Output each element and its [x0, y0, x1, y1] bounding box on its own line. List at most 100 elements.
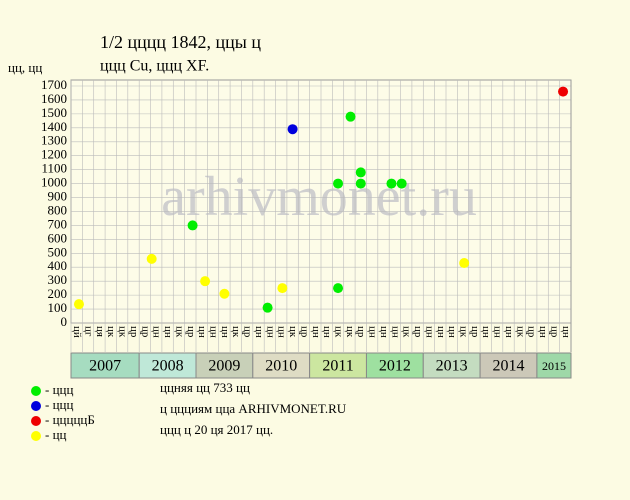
y-tick-label: 1500	[41, 105, 67, 120]
column-label: цк	[117, 326, 129, 338]
y-tick-label: 800	[48, 202, 68, 217]
column-label: цк	[401, 326, 413, 338]
data-point	[355, 178, 366, 189]
year-band	[195, 352, 254, 379]
year-band	[479, 352, 538, 379]
column-label: цн	[219, 326, 231, 338]
data-point	[73, 299, 84, 310]
column-label: цн	[151, 326, 163, 338]
year-label: 2014	[493, 358, 525, 375]
year-band	[536, 352, 572, 379]
column-label: цр	[139, 326, 151, 338]
y-tick-label: 600	[48, 230, 68, 245]
data-point	[146, 253, 157, 264]
y-tick-label: 500	[48, 244, 68, 259]
y-tick-label: 1000	[41, 175, 67, 190]
column-label: цр	[128, 326, 140, 338]
year-label: 2008	[152, 358, 184, 375]
data-point	[219, 288, 230, 299]
column-label: цн	[162, 326, 174, 338]
year-label: 2009	[208, 358, 240, 375]
legend-label: - ццц	[45, 382, 73, 397]
data-point	[386, 178, 397, 189]
note: ццц ц 20 ця 2017 цц.	[160, 422, 273, 437]
y-tick-label: 900	[48, 189, 68, 204]
y-tick-label: 100	[48, 300, 68, 315]
chart-subtitle: ццц Cu, ццц XF.	[100, 58, 209, 75]
y-tick-label: 1200	[41, 147, 67, 162]
column-label: цк	[333, 326, 345, 338]
data-point	[333, 283, 344, 294]
column-label: цн	[423, 326, 435, 338]
legend-label: - ццц	[45, 397, 73, 412]
column-label: цн	[264, 326, 276, 338]
data-point	[355, 167, 366, 178]
data-point	[558, 86, 569, 97]
column-label: цн	[435, 326, 447, 338]
legend-label: - цццццБ	[45, 412, 95, 427]
y-tick-label: 1300	[41, 133, 67, 148]
y-tick-label: 1100	[41, 161, 67, 176]
column-label: цн	[480, 326, 492, 338]
data-point	[459, 258, 470, 269]
column-label: цк	[514, 326, 526, 338]
column-label: цн	[253, 326, 265, 338]
column-label: цр	[548, 326, 560, 338]
y-axis-label: цц, цц	[8, 60, 42, 75]
data-point	[187, 220, 198, 231]
column-label: цй	[71, 326, 83, 338]
column-label: цн	[367, 326, 379, 338]
column-label: цн	[492, 326, 504, 338]
column-label: цр	[185, 326, 197, 338]
year-label: 2013	[436, 358, 468, 375]
year-band	[309, 352, 367, 379]
column-label: цг	[83, 326, 95, 337]
data-point	[396, 178, 407, 189]
column-label: цр	[298, 326, 310, 338]
column-label: цн	[446, 326, 458, 338]
year-band	[70, 352, 140, 379]
column-label: цн	[208, 326, 220, 338]
data-point	[262, 302, 273, 313]
column-label: цн	[378, 326, 390, 338]
year-label: 2012	[379, 358, 411, 375]
column-label: ця	[94, 326, 106, 337]
column-label: цк	[287, 326, 299, 338]
note: ц ццциям цца ARHIVMONET.RU	[160, 401, 347, 416]
column-label: цр	[469, 326, 481, 338]
year-band	[252, 352, 311, 379]
legend-marker	[31, 416, 41, 426]
column-label: цр	[355, 326, 367, 338]
column-label: цр	[526, 326, 538, 338]
y-tick-label: 200	[48, 286, 68, 301]
year-label: 2007	[89, 358, 121, 375]
data-point	[200, 276, 211, 287]
y-tick-label: 0	[61, 314, 68, 329]
legend-marker	[31, 401, 41, 411]
y-tick-label: 1700	[41, 77, 67, 92]
year-band	[422, 352, 481, 379]
year-band	[365, 352, 424, 379]
column-label: цк	[173, 326, 185, 338]
column-label: цк	[458, 326, 470, 338]
data-point	[345, 111, 356, 122]
chart-title: 1/2 цццц 1842, ццы ц	[100, 32, 261, 52]
year-label: 2015	[542, 359, 566, 373]
column-label: цн	[310, 326, 322, 338]
column-label: цн	[560, 326, 572, 338]
y-tick-label: 1600	[41, 91, 67, 106]
column-label: цн	[196, 326, 208, 338]
column-label: цк	[344, 326, 356, 338]
year-band	[138, 352, 197, 379]
watermark: arhivmonet.ru	[161, 166, 477, 228]
y-tick-label: 300	[48, 272, 68, 287]
column-label: цн	[321, 326, 333, 338]
column-label: цк	[105, 326, 117, 338]
legend-marker	[31, 431, 41, 441]
column-label: цр	[242, 326, 254, 338]
data-point	[333, 178, 344, 189]
column-label: цн	[537, 326, 549, 338]
column-label: цн	[276, 326, 288, 338]
data-point	[277, 283, 288, 294]
